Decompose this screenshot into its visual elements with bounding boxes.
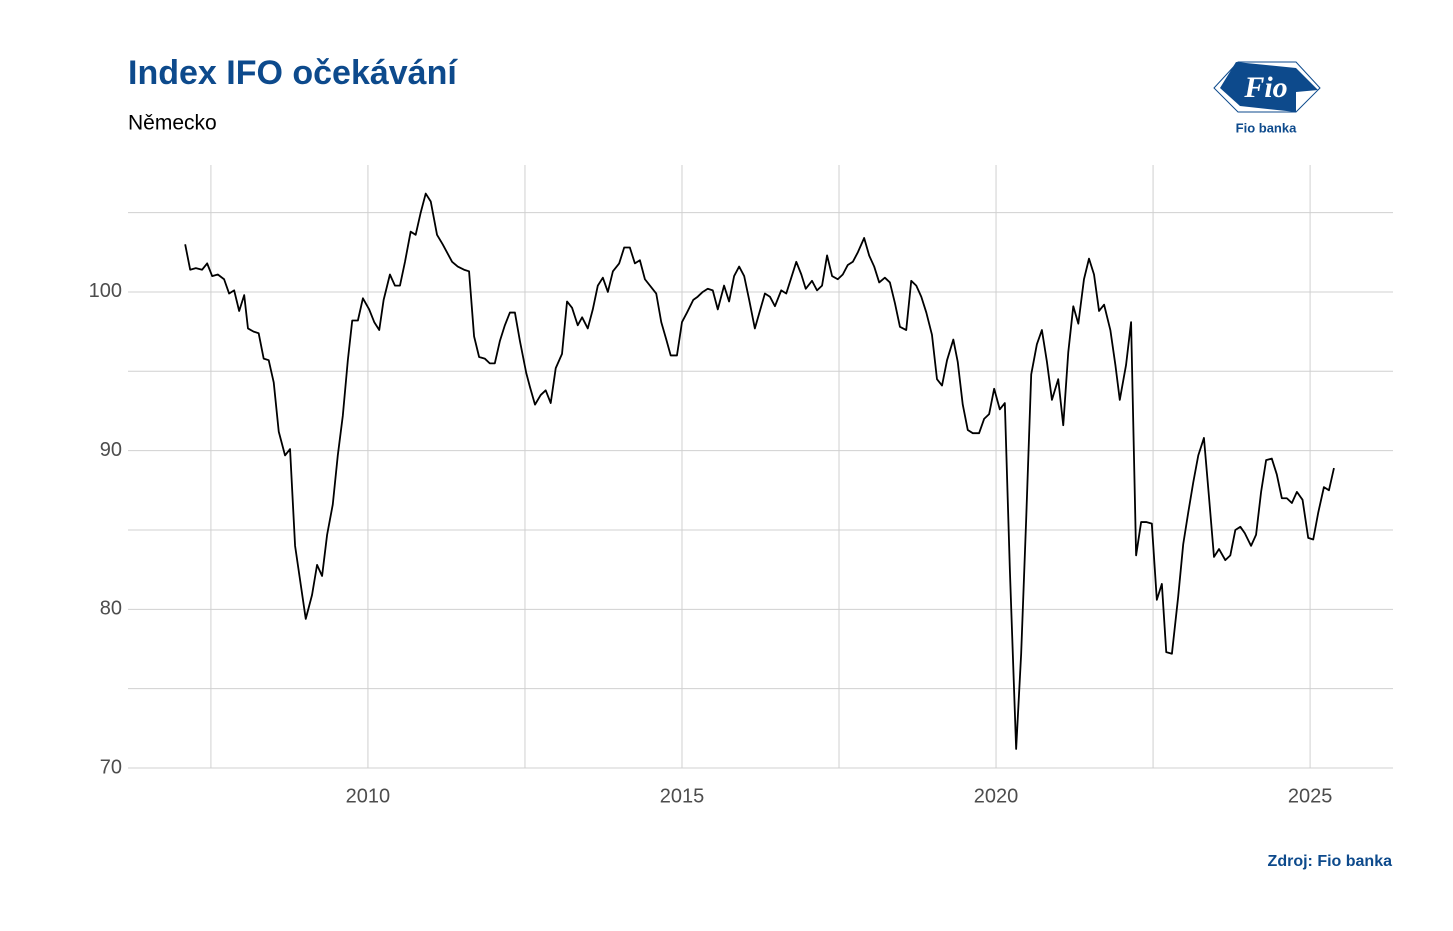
logo-outline [1213, 61, 1321, 113]
logo-text: Fio [1243, 71, 1287, 104]
chart-title: Index IFO očekávání [128, 54, 458, 92]
y-tick-label: 90 [100, 439, 122, 461]
y-tick-label: 80 [100, 598, 122, 620]
logo-flag [1220, 62, 1318, 112]
logo: Fio Fio banka [1213, 61, 1321, 135]
source: Zdroj: Fio banka [1268, 853, 1393, 870]
x-tick-label: 2015 [660, 785, 705, 807]
y-tick-label: 70 [100, 756, 122, 778]
x-tick-label: 2025 [1288, 785, 1333, 807]
x-tick-label: 2010 [346, 785, 391, 807]
x-tick-label: 2020 [974, 785, 1019, 807]
data-line [184, 192, 1335, 750]
logo-caption: Fio banka [1236, 120, 1297, 135]
chart-subtitle: Německo [128, 112, 217, 135]
y-tick-label: 100 [89, 280, 122, 302]
